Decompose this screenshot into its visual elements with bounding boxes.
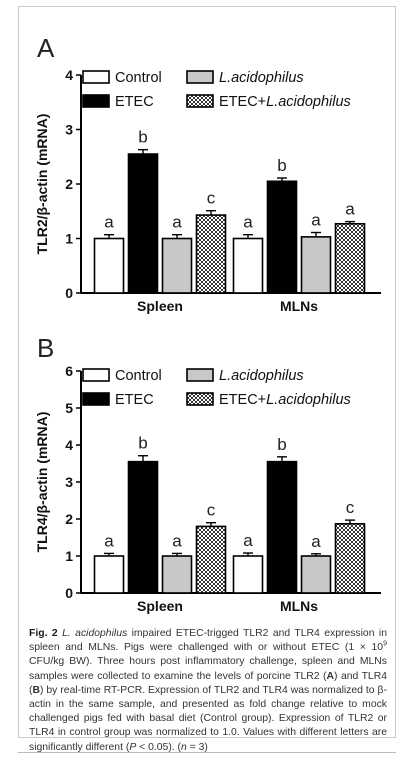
y-axis-label: TLR4/β-actin (mRNA) (34, 412, 50, 553)
legend-text: ETEC (115, 94, 154, 110)
legend-label: ETEC+L.acidophilus (219, 94, 351, 110)
bar-lacto (300, 555, 332, 594)
significance-letter: b (277, 156, 286, 175)
bar-lacto (161, 237, 193, 294)
significance-letter: c (207, 189, 216, 208)
significance-letter: a (311, 532, 321, 551)
bar-control (93, 555, 125, 594)
caption-fig-label: Fig. 2 (29, 628, 58, 639)
significance-letter: c (207, 501, 216, 520)
significance-letter: a (172, 531, 182, 550)
bar-lacto (161, 555, 193, 594)
category-label: MLNs (280, 298, 318, 314)
legend-text: Control (115, 70, 162, 86)
legend-label: ETEC (115, 94, 154, 110)
caption-text-3: ) and TLR4 ( (29, 670, 387, 696)
bar-etec (266, 180, 298, 294)
caption-exponent: 9 (383, 640, 387, 648)
legend-swatch-control (82, 70, 110, 84)
y-tick-label: 1 (65, 548, 73, 564)
y-tick-label: 3 (65, 122, 73, 138)
legend-text-italic: L.acidophilus (266, 94, 351, 110)
y-tick-label: 0 (65, 285, 73, 301)
category-label: Spleen (137, 598, 183, 614)
legend-label: ETEC (115, 392, 154, 408)
legend-swatch-lacto (186, 70, 214, 84)
caption-n-italic: n (181, 741, 187, 753)
legend-text-italic: L.acidophilus (219, 368, 304, 384)
bar-control (93, 237, 125, 294)
y-axis-label: TLR2/β-actin (mRNA) (34, 114, 50, 255)
chart-panel-a: A 0 1 2 3 4 TLR2/β-actin (mRNA) a a b b a a c a Spleen M… (34, 33, 381, 314)
significance-letter: a (104, 531, 114, 550)
bar-lacto (300, 236, 332, 294)
caption-text-1: impaired ETEC-trigged TLR2 and TLR4 expr… (29, 628, 387, 654)
figure-caption: Fig. 2 L. acidophilus impaired ETEC-trig… (29, 627, 387, 755)
significance-letter: c (346, 498, 355, 517)
legend-swatch-etec (82, 94, 110, 108)
caption-title-italic: L. acidophilus (62, 628, 128, 639)
panel-label: A (37, 33, 55, 63)
bar-combo (195, 214, 227, 294)
y-tick-label: 6 (65, 363, 73, 379)
page-divider (18, 752, 396, 753)
y-tick-label: 0 (65, 585, 73, 601)
category-label: Spleen (137, 298, 183, 314)
significance-letter: b (277, 435, 286, 454)
significance-letter: a (345, 200, 355, 219)
figure-frame: A 0 1 2 3 4 TLR2/β-actin (mRNA) a a b b a a c a Spleen M… (18, 6, 396, 753)
legend-label: ETEC+L.acidophilus (219, 392, 351, 408)
bar-etec (127, 460, 159, 594)
bar-etec (127, 153, 159, 294)
legend-text: ETEC+ (219, 392, 266, 408)
y-tick-label: 2 (65, 511, 73, 527)
caption-text-4: ) by real-time RT-PCR. Expression of TLR… (29, 684, 387, 753)
legend-swatch-combo (186, 392, 214, 406)
legend-swatch-control (82, 368, 110, 382)
bar-etec (266, 460, 298, 594)
significance-letter: b (138, 434, 147, 453)
caption-text-5: < 0.05). ( (136, 741, 182, 753)
legend-text-italic: L.acidophilus (219, 70, 304, 86)
legend-swatch-etec (82, 392, 110, 406)
caption-ref-a: A (326, 670, 334, 682)
panel-label: B (37, 333, 54, 363)
caption-text-6: = 3) (186, 741, 208, 753)
bar-control (232, 237, 264, 294)
significance-letter: a (104, 213, 114, 232)
y-tick-label: 1 (65, 231, 73, 247)
chart-panel-b: B 0 1 2 3 4 5 6 TLR4/β-actin (mRNA) a a b b a a c c Splee… (34, 333, 381, 614)
y-tick-label: 4 (65, 67, 73, 83)
y-tick-label: 4 (65, 437, 73, 453)
bar-control (232, 555, 264, 594)
bar-combo (195, 525, 227, 594)
significance-letter: a (243, 213, 253, 232)
legend-text: Control (115, 368, 162, 384)
legend-label: Control (115, 70, 162, 86)
bar-combo (334, 222, 366, 294)
legend-swatch-combo (186, 94, 214, 108)
significance-letter: a (243, 531, 253, 550)
y-tick-label: 5 (65, 400, 73, 416)
significance-letter: b (138, 128, 147, 147)
caption-text-2: CFU/kg BW). Three hours post inflammator… (29, 656, 387, 682)
significance-letter: a (311, 211, 321, 230)
legend-text: ETEC+ (219, 94, 266, 110)
category-label: MLNs (280, 598, 318, 614)
y-tick-label: 2 (65, 176, 73, 192)
bar-combo (334, 523, 366, 594)
legend-swatch-lacto (186, 368, 214, 382)
significance-letter: a (172, 213, 182, 232)
caption-p-italic: P (129, 741, 137, 753)
legend-label: Control (115, 368, 162, 384)
legend-text-italic: L.acidophilus (266, 392, 351, 408)
y-tick-label: 3 (65, 474, 73, 490)
caption-ref-b: B (32, 684, 40, 696)
legend-text: ETEC (115, 392, 154, 408)
legend-label: L.acidophilus (219, 70, 304, 86)
legend-label: L.acidophilus (219, 368, 304, 384)
